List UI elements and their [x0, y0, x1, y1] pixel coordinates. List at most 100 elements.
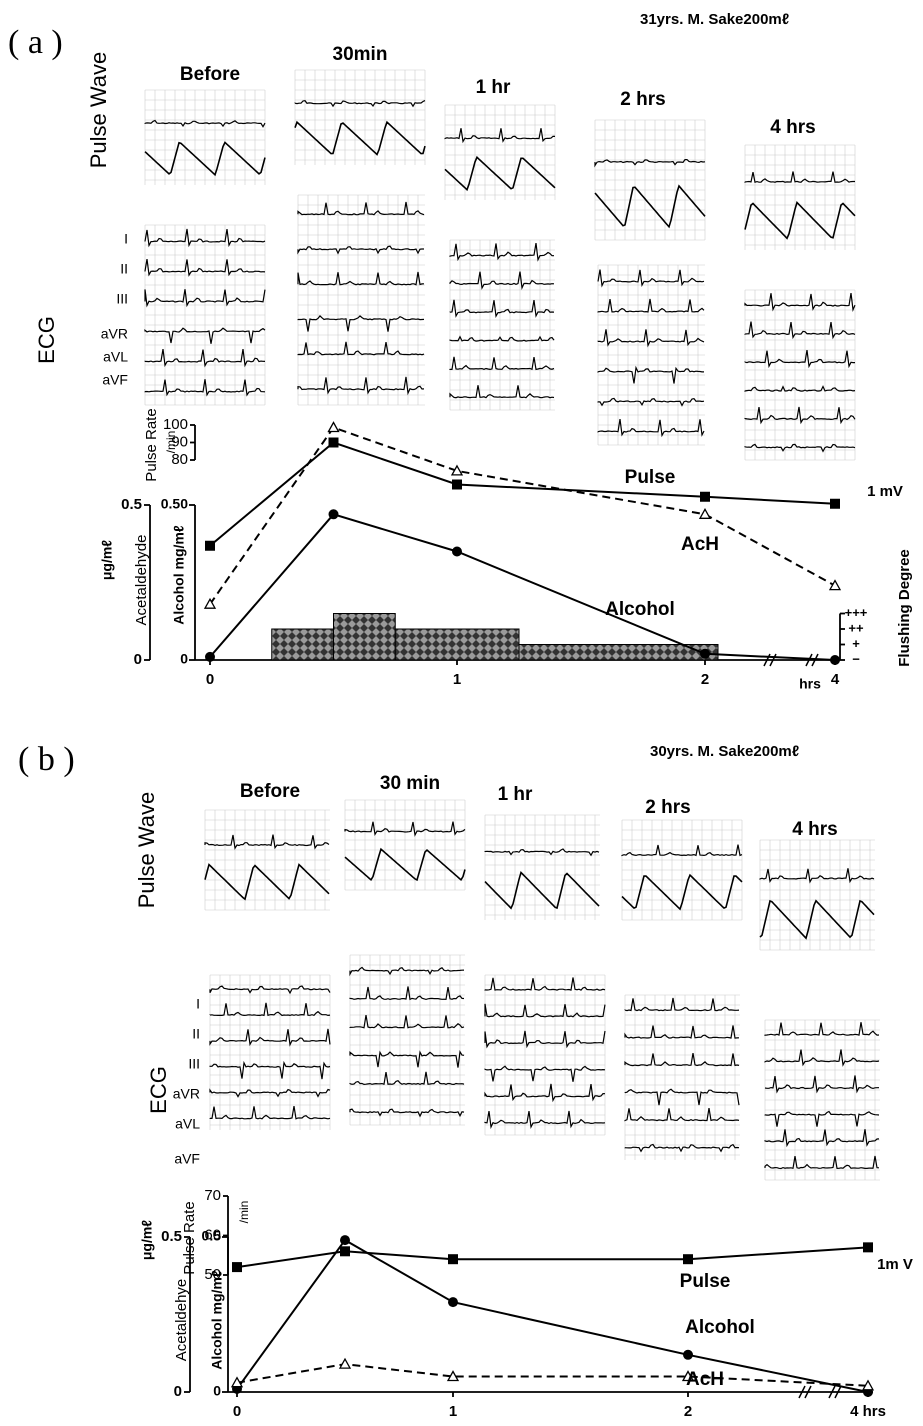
timepoint-label: 4 hrs	[792, 819, 837, 840]
ecg-trace	[450, 300, 554, 316]
lead-label: II	[120, 261, 128, 277]
ecg-trace	[765, 1156, 879, 1169]
ecg-trace	[450, 243, 554, 260]
pulse-trace	[485, 849, 599, 855]
x-tick-label: 4 hrs	[850, 1403, 886, 1420]
x-tick-label: 1	[449, 1403, 457, 1420]
point	[700, 649, 710, 659]
timepoint-label: Before	[180, 64, 240, 85]
point	[700, 509, 710, 518]
series-label: AcH	[686, 1369, 724, 1390]
timepoint-label: 30min	[333, 44, 388, 65]
lead-label: aVF	[102, 372, 128, 388]
y2-tick-label: 60	[204, 1226, 221, 1243]
point	[340, 1246, 350, 1256]
point	[863, 1242, 873, 1252]
y-tick-label: 0.5	[161, 1228, 182, 1245]
y-unit: μg/mℓ	[99, 540, 115, 580]
y-alt-label: Alcohol mg/mℓ	[209, 1270, 225, 1370]
series-label: Alcohol	[685, 1317, 755, 1338]
point	[205, 541, 215, 551]
flushing-tick-label: +++	[845, 605, 868, 620]
series-line	[210, 443, 835, 546]
pulse-trace	[205, 835, 329, 849]
flushing-tick-label: ++	[848, 620, 864, 635]
flushing-tick-label: +	[852, 636, 860, 651]
ecg-trace	[298, 316, 424, 332]
pulse-wave	[295, 122, 425, 154]
lead-label: aVR	[101, 326, 128, 342]
panel: ( b ) 30yrs. M. Sake200mℓ Pulse Wave ECG Bef…	[18, 741, 913, 1420]
pulse-wave-label: Pulse Wave	[86, 52, 111, 169]
subtitle: 30yrs. M. Sake200mℓ	[650, 743, 799, 760]
pulse-wave-label: Pulse Wave	[134, 792, 159, 909]
x-tick-label: 4	[831, 671, 840, 688]
ecg-trace	[765, 1022, 879, 1035]
ecg-trace	[765, 1076, 879, 1092]
ecg-trace	[350, 1015, 464, 1028]
lead-label: aVL	[175, 1116, 200, 1132]
ecg-trace	[745, 387, 855, 392]
series-label: AcH	[681, 534, 719, 555]
y-alt-label: Alcohol mg/mℓ	[171, 525, 187, 625]
point	[683, 1350, 693, 1360]
ecg-trace	[765, 1129, 879, 1145]
ecg-trace	[298, 272, 424, 285]
figure: ( a ) 31yrs. M. Sake200mℓ Pulse Wave ECG Bef…	[0, 0, 923, 1426]
flushing-bar	[272, 629, 334, 660]
ecg-trace	[625, 1089, 739, 1105]
y2-unit: /min	[164, 431, 178, 454]
ecg-trace	[745, 350, 855, 366]
flushing-bar	[334, 614, 396, 661]
ecg-trace	[350, 987, 464, 1000]
series-label: Pulse	[680, 1271, 731, 1292]
lead-label: aVR	[173, 1086, 200, 1102]
ecg-trace	[350, 1072, 464, 1085]
point	[340, 1359, 350, 1368]
y2-tick-label: 50	[204, 1266, 221, 1283]
y2-label: Pulse Rate	[181, 1201, 198, 1274]
point	[700, 492, 710, 502]
ecg-trace	[625, 998, 739, 1011]
point	[830, 499, 840, 509]
subtitle: 31yrs. M. Sake200mℓ	[640, 11, 789, 28]
y-alt-tick-label: 0	[213, 1383, 221, 1399]
x-tick-label: 0	[233, 1403, 241, 1420]
panel-label: ( a )	[8, 24, 63, 61]
flushing-bar	[395, 629, 519, 660]
ecg-label: ECG	[146, 1066, 171, 1114]
scale-label: 1m V	[877, 1256, 913, 1273]
lead-label: III	[116, 291, 128, 307]
timepoint-label: 2 hrs	[620, 89, 665, 110]
x-unit: hrs	[799, 676, 821, 692]
ecg-trace	[625, 1026, 739, 1039]
y2-tick-label: 70	[204, 1187, 221, 1204]
y-tick-label: 0.5	[121, 496, 142, 513]
pulse-wave	[745, 203, 855, 239]
ecg-trace	[625, 1145, 739, 1152]
series-label: Alcohol	[605, 599, 675, 620]
series-line	[237, 1364, 868, 1386]
panel-label: ( b )	[18, 741, 75, 778]
pulse-trace	[595, 160, 705, 166]
timepoint-label: 4 hrs	[770, 117, 815, 138]
point	[232, 1262, 242, 1272]
timepoint-label: 1 hr	[476, 77, 511, 98]
lead-label: I	[196, 996, 200, 1012]
timepoint-label: 30 min	[380, 773, 440, 794]
timepoint-label: Before	[240, 781, 300, 802]
ecg-trace	[298, 246, 424, 253]
pulse-wave	[760, 901, 874, 938]
ecg-label: ECG	[34, 316, 59, 364]
ecg-trace	[765, 1112, 879, 1127]
point	[452, 480, 462, 490]
lead-label: I	[124, 231, 128, 247]
point	[830, 581, 840, 590]
y-label: Acetaldehye	[173, 1279, 190, 1362]
ecg-trace	[450, 357, 554, 370]
panel: ( a ) 31yrs. M. Sake200mℓ Pulse Wave ECG Bef…	[8, 11, 913, 692]
pulse-trace	[745, 172, 855, 183]
y2-tick-label: 100	[163, 416, 188, 433]
ecg-trace	[745, 322, 855, 338]
point	[205, 652, 215, 662]
